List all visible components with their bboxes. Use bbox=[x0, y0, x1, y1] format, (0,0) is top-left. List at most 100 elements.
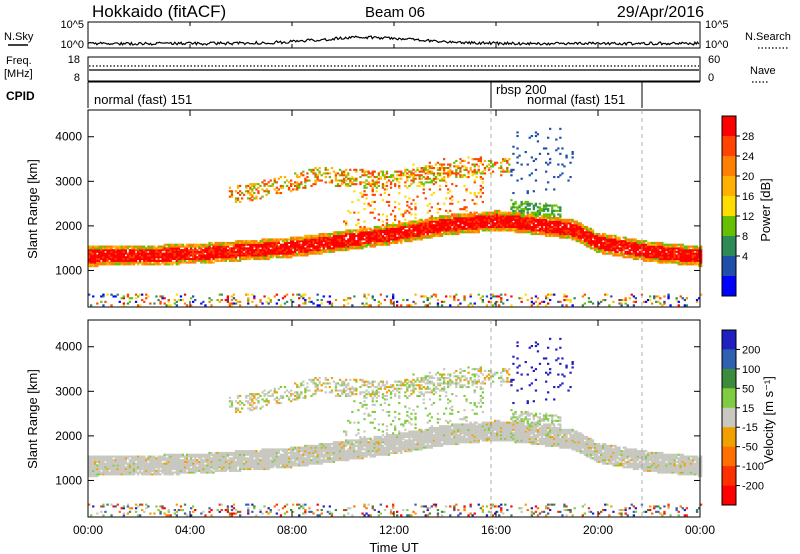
power-cell bbox=[669, 250, 672, 253]
power-cell bbox=[420, 220, 423, 223]
power-cell bbox=[569, 234, 572, 237]
power-cell bbox=[396, 224, 399, 227]
power-cell bbox=[522, 225, 525, 228]
power-cell bbox=[526, 222, 529, 225]
power-cell bbox=[604, 299, 607, 302]
power-cell bbox=[487, 167, 491, 170]
power-cell bbox=[520, 163, 523, 166]
power-cell bbox=[610, 295, 613, 298]
power-cell bbox=[318, 245, 321, 248]
power-cell bbox=[177, 252, 181, 255]
velocity-cell bbox=[157, 509, 160, 512]
power-cell bbox=[536, 220, 540, 223]
velocity-cell bbox=[124, 460, 127, 463]
power-cell bbox=[598, 250, 601, 253]
power-cell bbox=[418, 170, 421, 173]
power-cell bbox=[563, 218, 566, 221]
power-cell bbox=[459, 217, 462, 220]
power-cell bbox=[257, 243, 260, 246]
power-cell bbox=[300, 181, 303, 184]
velocity-cell bbox=[94, 466, 97, 469]
power-cell bbox=[159, 295, 162, 298]
power-cell bbox=[412, 177, 415, 180]
power-cell bbox=[424, 236, 427, 239]
power-cell bbox=[414, 174, 417, 177]
power-cell bbox=[524, 224, 527, 227]
power-cell bbox=[679, 263, 682, 266]
velocity-cell bbox=[141, 455, 144, 458]
power-cell bbox=[471, 304, 474, 307]
power-cell bbox=[249, 186, 252, 189]
power-cell bbox=[510, 217, 513, 220]
power-cell bbox=[506, 227, 509, 230]
power-cell bbox=[353, 168, 356, 171]
power-cell bbox=[502, 218, 505, 221]
power-cell bbox=[524, 231, 527, 234]
power-cell bbox=[373, 227, 376, 230]
velocity-cell bbox=[137, 505, 140, 508]
power-cell bbox=[371, 174, 374, 177]
power-cell bbox=[659, 241, 662, 244]
velocity-cell bbox=[94, 464, 97, 467]
power-cell bbox=[387, 229, 391, 232]
velocity-cell bbox=[94, 460, 97, 463]
power-cell bbox=[693, 258, 697, 261]
power-cell bbox=[363, 241, 366, 244]
power-cell bbox=[695, 250, 699, 253]
power-cell bbox=[557, 234, 560, 237]
power-cell bbox=[126, 247, 130, 250]
power-cell bbox=[518, 224, 521, 227]
power-cell bbox=[553, 222, 556, 225]
power-cell bbox=[306, 252, 309, 255]
power-cell bbox=[436, 220, 440, 223]
power-cell bbox=[314, 241, 317, 244]
power-cell bbox=[192, 252, 195, 255]
power-cell bbox=[241, 256, 244, 259]
power-cell bbox=[298, 297, 301, 300]
power-cell bbox=[406, 231, 409, 234]
power-cell bbox=[465, 213, 468, 216]
power-cell bbox=[232, 247, 236, 250]
power-cell bbox=[355, 234, 358, 237]
power-cell bbox=[540, 229, 544, 232]
power-cell bbox=[587, 234, 591, 237]
power-cell bbox=[330, 241, 334, 244]
power-cell bbox=[457, 224, 460, 227]
power-cell bbox=[649, 256, 652, 259]
power-cell bbox=[285, 240, 289, 243]
velocity-cell bbox=[112, 471, 115, 474]
velocity-cell bbox=[134, 455, 138, 458]
power-cell bbox=[137, 263, 140, 266]
power-cell bbox=[328, 302, 331, 305]
power-cell bbox=[343, 249, 346, 252]
power-cell bbox=[353, 233, 356, 236]
power-cell bbox=[410, 174, 413, 177]
power-cell bbox=[159, 256, 162, 259]
power-cell bbox=[524, 215, 527, 218]
power-cell bbox=[110, 254, 113, 257]
velocity-cell bbox=[104, 464, 107, 467]
power-cell bbox=[145, 256, 148, 259]
power-cell bbox=[128, 254, 132, 257]
power-cell bbox=[477, 159, 480, 162]
power-cell bbox=[379, 233, 382, 236]
power-cell bbox=[491, 229, 495, 232]
power-cell bbox=[579, 231, 582, 234]
power-cell bbox=[265, 254, 268, 257]
power-cell bbox=[137, 247, 140, 250]
power-cell bbox=[126, 263, 130, 266]
velocity-cell bbox=[139, 514, 142, 517]
power-cell bbox=[112, 250, 115, 253]
power-cell bbox=[94, 245, 97, 248]
power-cell bbox=[98, 263, 101, 266]
power-cell bbox=[145, 263, 148, 266]
power-cell bbox=[426, 211, 429, 214]
power-cell bbox=[349, 247, 352, 250]
power-cell bbox=[210, 261, 213, 264]
power-cell bbox=[322, 172, 325, 175]
velocity-cell bbox=[141, 468, 144, 471]
power-cell bbox=[200, 247, 203, 250]
power-cell bbox=[192, 243, 195, 246]
power-cell bbox=[685, 304, 688, 307]
power-cell bbox=[177, 254, 181, 257]
